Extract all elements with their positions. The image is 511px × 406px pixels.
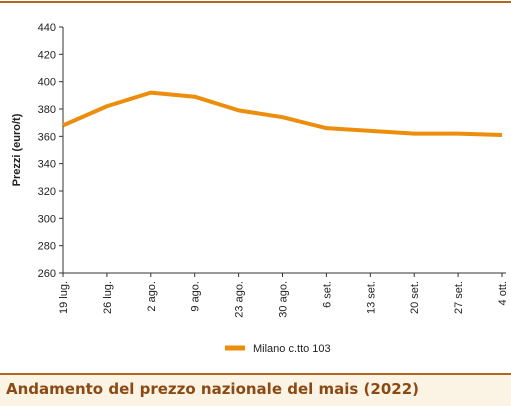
y-tick-label: 320 <box>38 186 56 198</box>
y-tick-label: 340 <box>38 159 56 171</box>
chart: Prezzi (euro/t) Milano c.tto 103 260 280 3… <box>0 1 511 355</box>
y-tick-label: 440 <box>38 22 56 34</box>
x-tick-label: 9 ago. <box>190 281 202 312</box>
y-tick-label: 360 <box>38 131 56 143</box>
x-tick-label: 30 ago. <box>278 281 290 318</box>
legend-label: Milano c.tto 103 <box>253 343 331 355</box>
y-tick-label: 420 <box>38 49 56 61</box>
x-tick-label: 13 set. <box>365 281 377 314</box>
y-tick-label: 400 <box>38 77 56 89</box>
x-tick-label: 27 set. <box>453 281 465 314</box>
y-axis-label: Prezzi (euro/t) <box>11 113 23 186</box>
x-tick-label: 26 lug. <box>102 281 114 314</box>
x-tick-label: 6 set. <box>321 281 333 308</box>
x-tick-label: 4 ott. <box>497 281 509 305</box>
x-tick-label: 19 lug. <box>58 281 70 314</box>
x-tick-label: 20 set. <box>409 281 421 314</box>
data-line <box>62 90 503 137</box>
y-tick-label: 380 <box>38 104 56 116</box>
y-tick-label: 280 <box>38 241 56 253</box>
x-tick-label: 23 ago. <box>234 281 246 318</box>
y-tick-label: 300 <box>38 213 56 225</box>
footer: Andamento del prezzo nazionale del mais … <box>0 373 511 406</box>
y-tick-label: 260 <box>38 268 56 280</box>
x-tick-label: 2 ago. <box>146 281 158 312</box>
footer-title: Andamento del prezzo nazionale del mais … <box>6 380 419 398</box>
